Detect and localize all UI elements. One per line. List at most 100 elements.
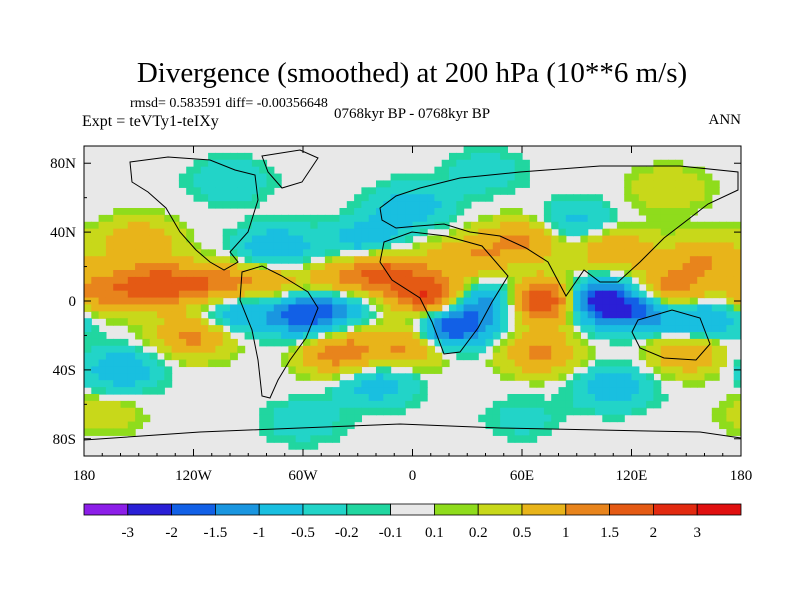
field-cell (332, 249, 341, 257)
field-cell (565, 366, 574, 374)
field-cell (178, 242, 187, 250)
field-cell (376, 325, 384, 333)
field-cell (98, 276, 107, 285)
field-cell (288, 228, 297, 237)
field-cell (551, 194, 560, 202)
field-cell (405, 338, 414, 347)
field-cell (646, 166, 654, 175)
field-cell (208, 263, 216, 271)
field-cell (288, 414, 297, 423)
field-cell (434, 242, 443, 250)
field-cell (653, 187, 662, 195)
field-cell (310, 366, 319, 374)
field-cell (719, 242, 727, 250)
field-cell (324, 435, 333, 443)
field-cell (142, 325, 151, 333)
field-cell (113, 366, 122, 374)
field-cell (346, 421, 355, 430)
field-cell (616, 407, 625, 416)
field-cell (660, 352, 669, 361)
field-cell (251, 311, 260, 319)
field-cell (368, 338, 377, 347)
field-cell (551, 352, 560, 361)
field-cell (390, 338, 399, 347)
field-cell (653, 345, 662, 354)
field-cell (536, 256, 545, 264)
colorbar-label: -1 (253, 525, 266, 541)
field-cell (434, 166, 443, 175)
field-cell (514, 400, 523, 409)
field-cell (470, 221, 479, 230)
field-cell (376, 366, 384, 374)
field-cell (303, 214, 311, 223)
field-cell (682, 270, 691, 278)
field-cell (419, 283, 428, 292)
field-cell (500, 242, 508, 250)
field-cell (595, 359, 603, 368)
field-cell (529, 214, 538, 223)
field-cell (251, 228, 260, 237)
field-cell (222, 338, 231, 347)
field-cell (558, 242, 567, 250)
field-cell (653, 173, 662, 182)
field-cell (149, 318, 158, 326)
field-cell (456, 352, 465, 361)
field-cell (324, 345, 333, 354)
field-cell (631, 311, 640, 319)
field-cell (580, 387, 589, 395)
field-cell (558, 235, 567, 244)
field-cell (536, 400, 545, 409)
field-cell (405, 332, 414, 340)
field-cell (463, 304, 472, 312)
field-cell (142, 373, 151, 381)
field-cell (317, 345, 326, 354)
field-cell (339, 380, 348, 388)
field-cell (719, 407, 727, 416)
field-cell (558, 345, 567, 354)
field-cell (412, 214, 421, 223)
field-cell (383, 263, 392, 271)
field-cell (383, 180, 392, 188)
field-cell (397, 228, 406, 237)
field-cell (434, 235, 443, 244)
field-cell (697, 332, 706, 340)
field-cell (208, 359, 216, 368)
field-cell (397, 283, 406, 292)
field-cell (463, 180, 472, 188)
field-cell (259, 166, 268, 175)
field-cell (463, 249, 472, 257)
field-cell (565, 228, 574, 237)
field-cell (507, 242, 516, 250)
field-cell (200, 256, 209, 264)
field-cell (91, 263, 100, 271)
field-cell (390, 221, 399, 230)
field-cell (266, 187, 275, 195)
colorbar-label: 1 (562, 525, 570, 541)
field-cell (507, 290, 516, 299)
field-cell (200, 283, 209, 292)
field-cell (193, 166, 202, 175)
field-cell (208, 352, 216, 361)
field-cell (354, 311, 362, 319)
field-cell (595, 242, 603, 250)
field-cell (514, 152, 523, 161)
field-cell (135, 249, 143, 257)
field-cell (339, 387, 348, 395)
field-cell (485, 173, 494, 182)
field-cell (244, 297, 253, 306)
field-cell (230, 173, 238, 182)
field-cell (390, 256, 399, 264)
field-cell (682, 366, 691, 374)
field-cell (222, 263, 231, 271)
field-cell (427, 311, 435, 319)
field-cell (288, 338, 297, 347)
field-cell (456, 194, 465, 202)
field-cell (631, 304, 640, 312)
field-cell (485, 407, 494, 416)
field-cell (704, 332, 713, 340)
field-cell (595, 263, 603, 271)
field-cell (536, 249, 545, 257)
field-cell (595, 394, 603, 402)
field-cell (711, 345, 720, 354)
field-cell (390, 194, 399, 202)
